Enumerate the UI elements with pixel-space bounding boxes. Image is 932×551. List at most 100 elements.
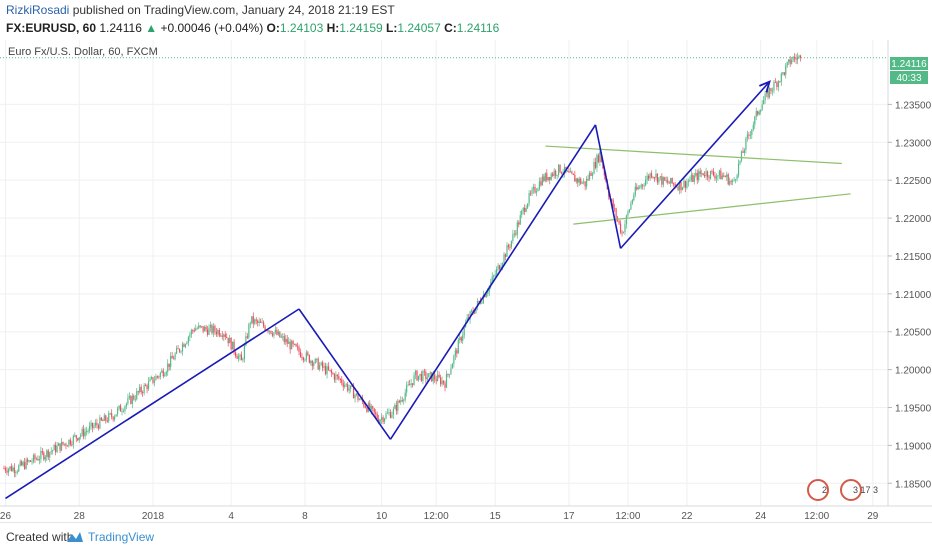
tradingview-logo-icon (67, 532, 83, 542)
candle-body (696, 172, 698, 181)
candle-body (581, 182, 583, 184)
created-with-label: Created with (6, 530, 74, 544)
candle-body (25, 459, 27, 469)
candle-body (451, 363, 453, 369)
candle-body (55, 444, 57, 453)
candle-body (717, 175, 719, 177)
triangle-line[interactable] (573, 193, 851, 225)
candle-body (450, 368, 452, 375)
candle-body (653, 177, 656, 179)
candle-body (748, 134, 750, 136)
candle-body (227, 337, 229, 344)
candle-body (38, 459, 40, 461)
candle-body (649, 173, 651, 179)
candle-body (327, 366, 330, 371)
candle-body (310, 360, 312, 363)
candle-body (243, 345, 246, 360)
candle-body (158, 376, 160, 378)
candle-body (357, 393, 359, 400)
candle-body (771, 90, 774, 92)
candle-body (29, 460, 32, 462)
candle-body (537, 188, 539, 192)
candle-body (177, 348, 179, 350)
trend-line[interactable] (298, 308, 392, 440)
candle-body (394, 404, 396, 409)
candle-body (493, 275, 495, 277)
candle-body (538, 181, 541, 189)
candle-body (50, 451, 52, 453)
candle-body (416, 370, 418, 381)
candle-body (296, 346, 299, 348)
candle-body (628, 209, 630, 213)
tradingview-link[interactable]: TradingView (88, 530, 155, 544)
candle-body (410, 383, 412, 386)
chart-area[interactable]: 1.18500 1.19000 1.19500 1.20000 1.20500 1.210… (0, 40, 932, 522)
event-badge-2[interactable]: 3 17 3 (840, 479, 878, 501)
event-badge-1[interactable]: 2 (807, 479, 829, 501)
candle-body (261, 322, 263, 324)
time-axis[interactable]: 26 28 2018 4 8 10 12:00 15 17 12:00 22 24 12:00 29 (0, 511, 879, 522)
symbol-info: FX:EURUSD, 60 1.24116 ▲ +0.00046 (+0.04%… (6, 21, 499, 35)
candle-body (100, 417, 102, 421)
x-tick-label: 10 (376, 511, 388, 522)
candle-body (106, 420, 108, 422)
symbol[interactable]: FX:EURUSD, 60 (6, 21, 97, 35)
candle-body (319, 364, 321, 370)
candle-body (785, 65, 787, 75)
candle-body (411, 383, 414, 385)
candle-body (170, 356, 172, 367)
candle-body (591, 173, 594, 176)
candle-body (162, 370, 164, 377)
triangle-line[interactable] (545, 145, 842, 165)
candle-body (192, 330, 194, 332)
candle-body (521, 211, 523, 216)
candle-body (687, 181, 689, 183)
candle-body (732, 180, 734, 182)
candle-body (342, 383, 344, 387)
trend-line[interactable] (389, 124, 597, 440)
candle-body (285, 338, 287, 342)
candle-body (249, 323, 251, 325)
candle-body (204, 326, 206, 332)
price-chart[interactable]: 1.18500 1.19000 1.19500 1.20000 1.20500 1.210… (0, 40, 932, 522)
candle-body (485, 294, 487, 298)
candle-body (755, 111, 757, 117)
candle-body (795, 58, 797, 60)
candle-body (611, 199, 613, 201)
candle-body (571, 171, 573, 174)
candle-body (105, 415, 107, 421)
candle-body (445, 374, 448, 388)
last-price-label: 1.24116 (891, 59, 927, 70)
candle-body (659, 176, 661, 178)
author-link[interactable]: RizkiRosadi (6, 3, 70, 17)
candle-body (428, 373, 430, 378)
candle-body (767, 90, 769, 98)
candle-body (237, 356, 240, 359)
candle-body (364, 406, 366, 408)
trend-line[interactable] (594, 124, 622, 249)
candle-body (671, 178, 673, 184)
candle-body (336, 374, 338, 376)
candle-body (209, 325, 212, 328)
x-tick-label: 2018 (142, 511, 165, 522)
price-axis[interactable]: 1.18500 1.19000 1.19500 1.20000 1.20500 1.210… (888, 100, 932, 490)
high-value: 1.24159 (339, 21, 383, 35)
candle-body (441, 380, 443, 385)
y-tick-label: 1.20500 (895, 328, 932, 339)
candle-body (563, 166, 566, 174)
candle-body (314, 358, 316, 364)
candle-body (4, 468, 7, 471)
candle-body (282, 336, 284, 338)
open-value: 1.24103 (279, 21, 324, 35)
candle-body (512, 234, 514, 241)
trend-line[interactable] (5, 308, 300, 500)
candle-body (637, 187, 639, 190)
trend-line[interactable] (619, 81, 771, 249)
candle-body (432, 374, 434, 382)
candle-body (6, 470, 8, 473)
candle-body (574, 174, 576, 182)
candle-body (403, 399, 405, 401)
candle-body (264, 326, 266, 331)
candle-body (229, 337, 231, 344)
candle-body (47, 450, 49, 458)
